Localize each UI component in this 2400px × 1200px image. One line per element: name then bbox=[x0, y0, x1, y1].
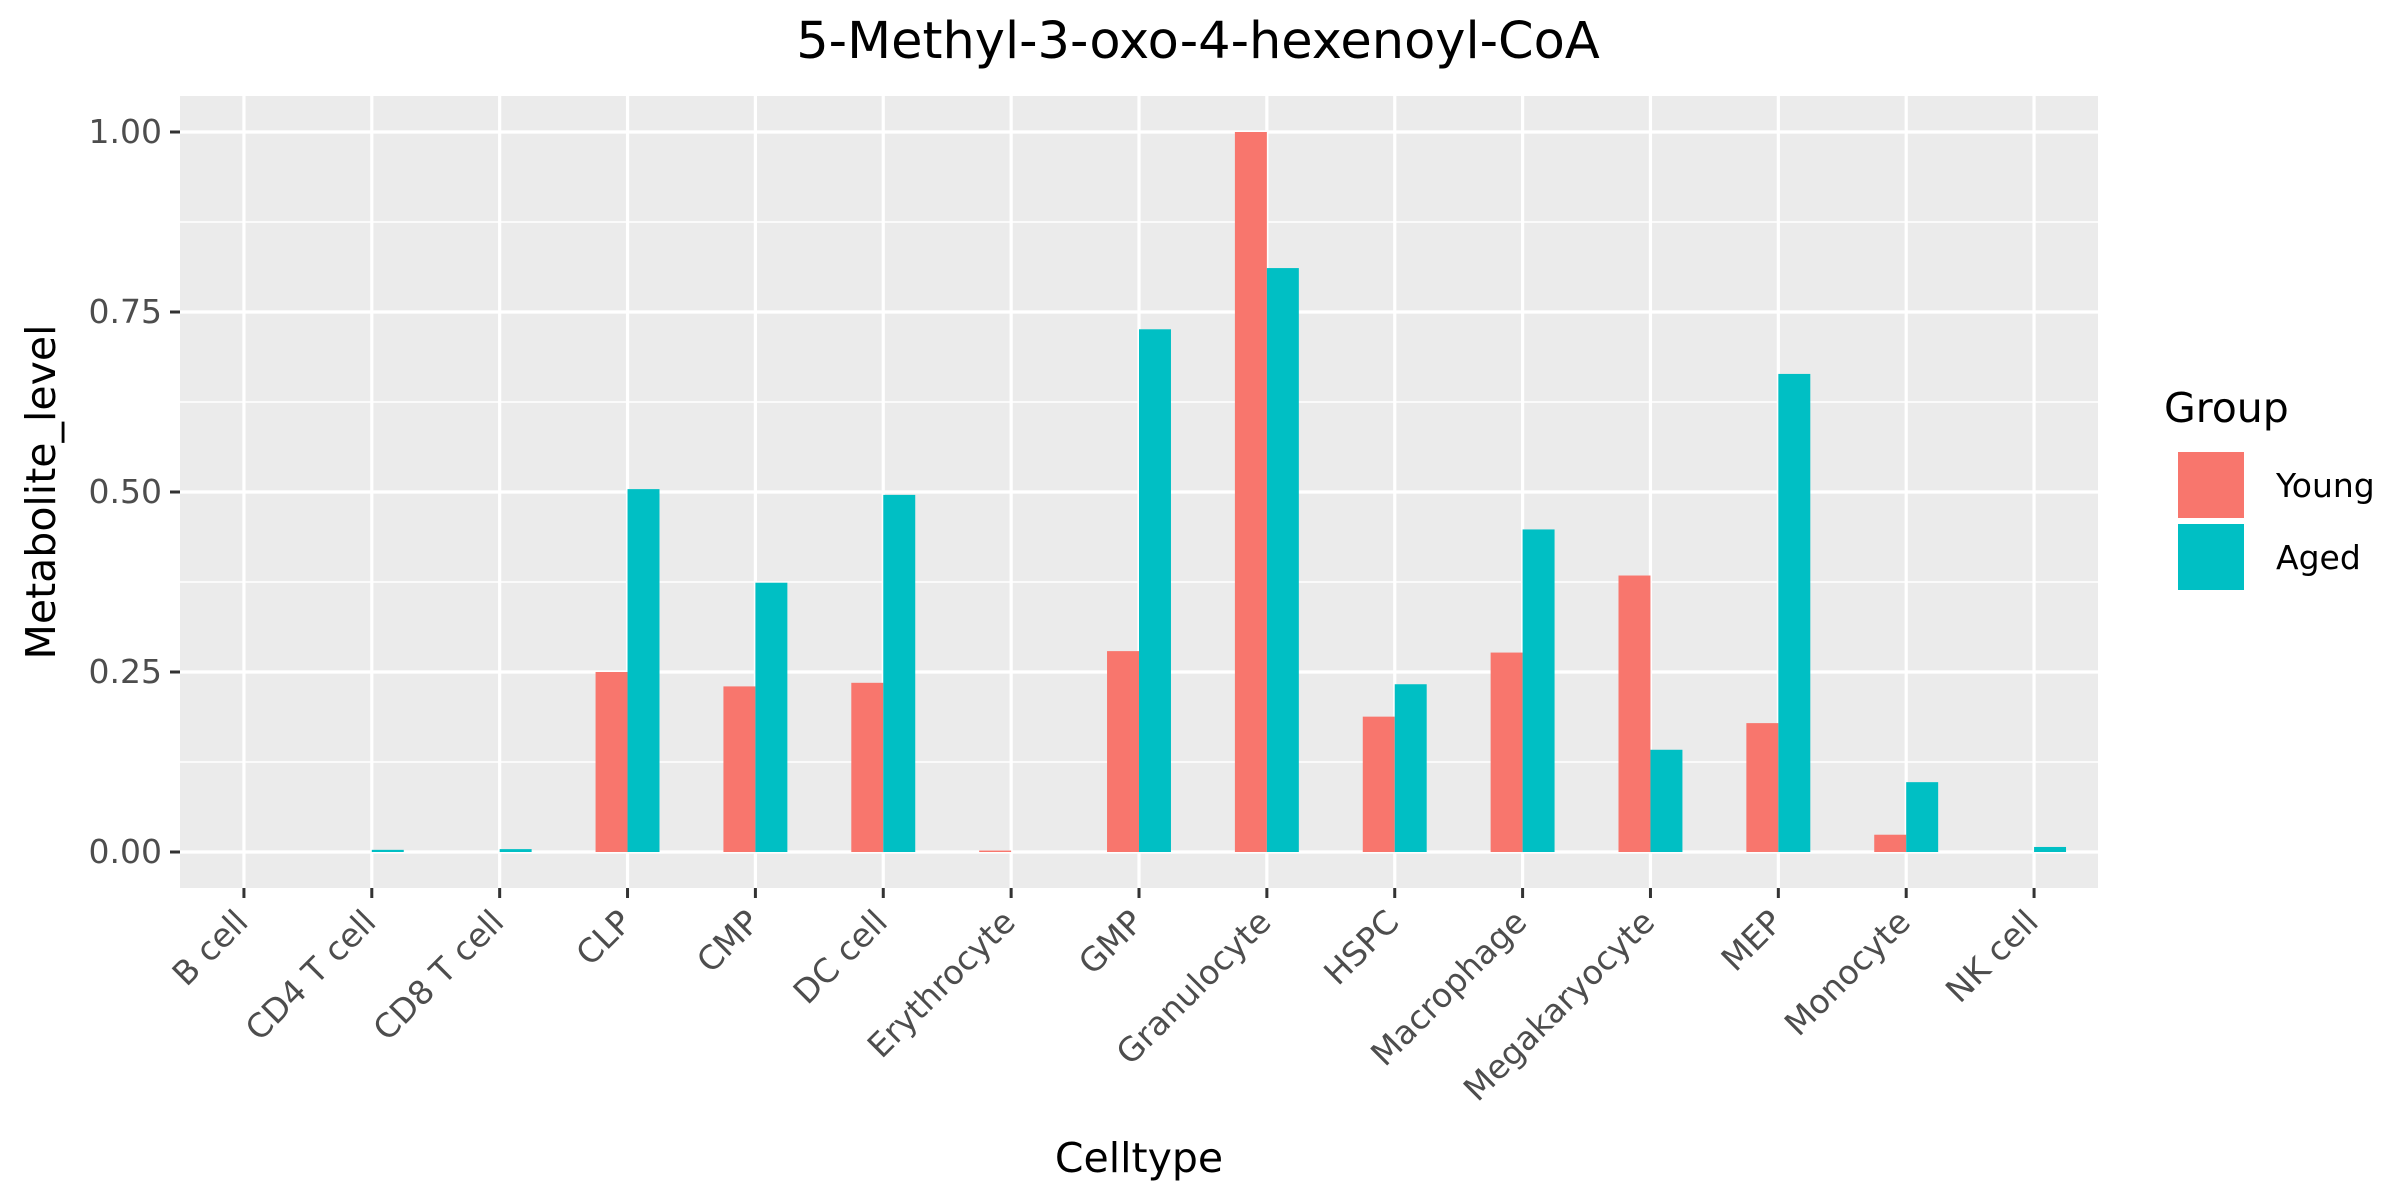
legend: Group Young Aged bbox=[2164, 384, 2375, 590]
bar-aged bbox=[2034, 846, 2067, 852]
x-tick-label: CD8 T cell bbox=[365, 902, 511, 1048]
bar-aged bbox=[1394, 684, 1427, 852]
legend-label: Aged bbox=[2276, 538, 2361, 577]
bar-aged bbox=[1522, 529, 1555, 852]
bars bbox=[371, 132, 2067, 853]
y-tick-label: 0.50 bbox=[89, 472, 162, 511]
bar-young bbox=[1490, 652, 1523, 852]
legend-label: Young bbox=[2275, 466, 2375, 505]
x-tick-label: CMP bbox=[689, 902, 767, 980]
y-axis: 0.00 0.25 0.50 0.75 1.00 bbox=[89, 112, 180, 871]
chart-title: 5-Methyl-3-oxo-4-hexenoyl-CoA bbox=[796, 12, 1600, 71]
bar-aged bbox=[499, 849, 532, 852]
y-axis-title: Metabolite_level bbox=[17, 325, 65, 660]
x-tick-label: CLP bbox=[568, 902, 639, 973]
x-tick-label: NK cell bbox=[1938, 902, 2046, 1010]
bar-aged bbox=[1650, 749, 1683, 852]
bar-aged bbox=[1139, 329, 1171, 852]
bar-aged bbox=[371, 849, 404, 852]
bar-aged bbox=[755, 582, 788, 852]
bar-young bbox=[1746, 723, 1779, 852]
y-tick-label: 0.25 bbox=[89, 652, 162, 691]
x-tick-label: HSPC bbox=[1316, 902, 1406, 992]
x-tick-label: Monocyte bbox=[1777, 902, 1918, 1043]
y-tick-label: 0.00 bbox=[89, 832, 162, 871]
x-tick-label: DC cell bbox=[786, 902, 895, 1011]
x-tick-label: B cell bbox=[164, 902, 255, 993]
bar-young bbox=[1874, 834, 1907, 852]
y-tick-label: 0.75 bbox=[89, 292, 162, 331]
legend-key-aged bbox=[2178, 524, 2244, 590]
y-tick-label: 1.00 bbox=[89, 112, 162, 151]
bar-young bbox=[1107, 651, 1139, 852]
bar-young bbox=[1618, 575, 1651, 852]
x-axis-title: Celltype bbox=[1055, 1134, 1223, 1182]
bar-aged bbox=[1906, 782, 1939, 852]
bar-young bbox=[595, 672, 628, 852]
bar-young bbox=[851, 682, 884, 852]
bar-aged bbox=[627, 489, 660, 852]
bar-young bbox=[979, 850, 1012, 852]
bar-young bbox=[1234, 132, 1267, 852]
bar-aged bbox=[883, 494, 916, 852]
legend-title: Group bbox=[2164, 384, 2289, 432]
x-tick-label: MEP bbox=[1713, 902, 1790, 979]
bar-aged bbox=[1778, 373, 1811, 852]
x-tick-label: GMP bbox=[1071, 902, 1151, 982]
bar-young bbox=[723, 686, 756, 852]
x-tick-label: CD4 T cell bbox=[238, 902, 384, 1048]
legend-key-young bbox=[2178, 452, 2244, 518]
bar-young bbox=[1362, 716, 1395, 852]
bar-aged bbox=[1266, 268, 1299, 853]
